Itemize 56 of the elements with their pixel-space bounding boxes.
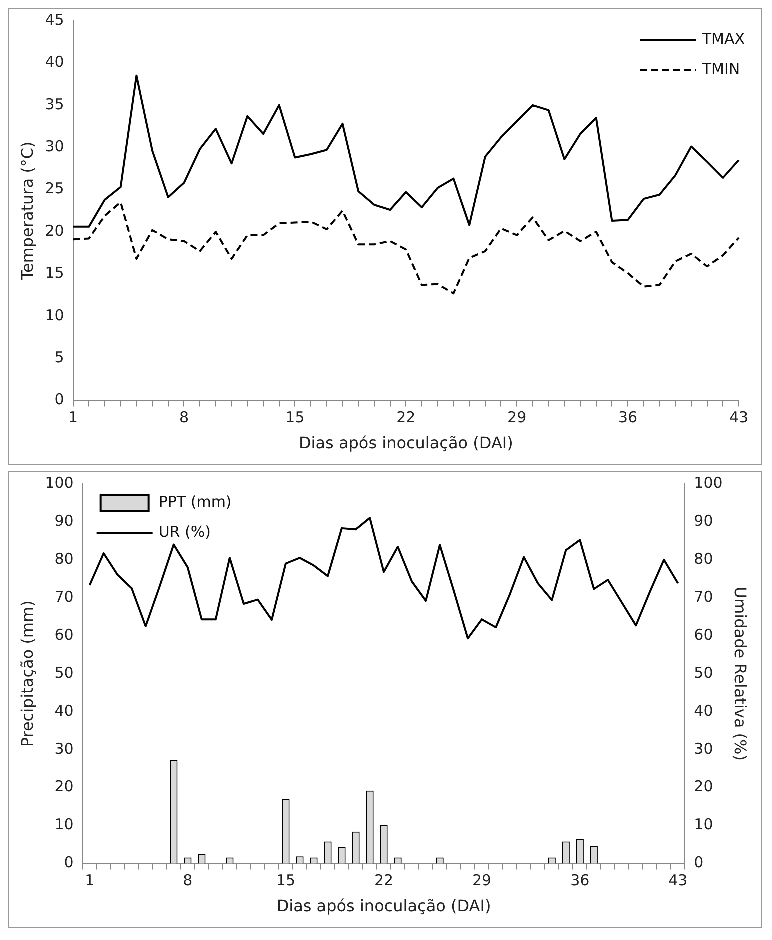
- y-tick-label: 60: [54, 626, 74, 644]
- legend-label: TMIN: [701, 60, 740, 78]
- x-tick-label: 22: [374, 872, 394, 890]
- y2-tick-label: 60: [694, 626, 714, 644]
- x-tick-label: 36: [618, 408, 638, 427]
- line-series: [72, 201, 740, 295]
- y-tick-label: 35: [45, 95, 64, 114]
- x-tick-label: 15: [286, 408, 305, 427]
- y-tick-label: 70: [54, 588, 74, 606]
- y-tick-label: 100: [45, 474, 74, 492]
- legend-label: TMAX: [701, 30, 746, 48]
- y2-tick-label: 40: [694, 702, 714, 720]
- y-tick-label: 50: [54, 664, 74, 682]
- y-tick-label: 80: [54, 550, 74, 568]
- y2-tick-label: 90: [694, 512, 714, 530]
- y-tick-label: 0: [54, 390, 64, 409]
- y-tick-label: 10: [54, 816, 74, 834]
- x-axis-title: Dias após inoculação (DAI): [276, 896, 492, 916]
- y-tick-label: 15: [45, 264, 64, 282]
- x-tick-label: 29: [508, 408, 527, 427]
- y-tick-label: 40: [54, 702, 74, 720]
- y-tick-label: 30: [54, 740, 74, 758]
- x-tick-label: 43: [668, 872, 688, 890]
- y-tick-label: 40: [45, 53, 64, 72]
- x-tick-label: 8: [179, 408, 190, 427]
- x-tick-label: 22: [396, 408, 416, 427]
- x-tick-label: 1: [85, 872, 95, 890]
- y2-tick-label: 80: [694, 550, 714, 568]
- x-tick-label: 8: [183, 872, 193, 890]
- y2-tick-label: 10: [694, 816, 714, 834]
- y2-tick-label: 50: [694, 664, 714, 682]
- legend-label: PPT (mm): [158, 492, 232, 511]
- x-tick-label: 36: [570, 872, 590, 890]
- y-tick-label: 90: [54, 512, 74, 530]
- y-tick-label: 0: [64, 854, 74, 872]
- x-tick-label: 15: [276, 872, 296, 890]
- y2-tick-label: 0: [694, 854, 704, 872]
- y-tick-label: 25: [45, 180, 64, 198]
- y-tick-label: 10: [45, 306, 64, 324]
- y-axis-title: Temperatura (°C): [18, 142, 37, 282]
- y-tick-label: 45: [45, 10, 64, 29]
- y2-tick-label: 30: [694, 740, 714, 758]
- y-axis-title: Precipitação (mm): [18, 600, 37, 748]
- y-tick-label: 5: [54, 348, 64, 366]
- y2-tick-label: 20: [694, 778, 714, 796]
- y2-axis-title: Umidade Relativa (%): [731, 586, 750, 761]
- y-tick-label: 20: [54, 778, 74, 796]
- x-tick-label: 43: [729, 408, 749, 427]
- legend-label: UR (%): [158, 522, 211, 541]
- y-tick-label: 30: [45, 137, 64, 156]
- x-tick-label: 1: [68, 408, 78, 427]
- y2-tick-label: 100: [694, 474, 723, 492]
- x-axis-title: Dias após inoculação (DAI): [298, 434, 514, 453]
- y-tick-label: 20: [45, 222, 64, 240]
- x-tick-label: 29: [472, 872, 492, 890]
- y2-tick-label: 70: [694, 588, 714, 606]
